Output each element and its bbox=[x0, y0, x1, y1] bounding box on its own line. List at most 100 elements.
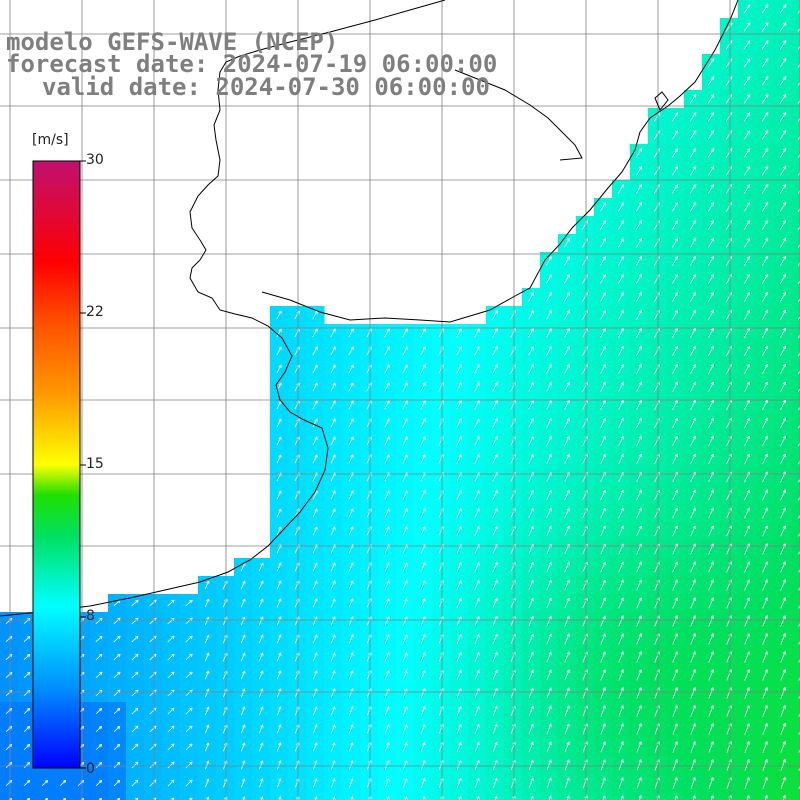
wind-arrow bbox=[420, 562, 426, 572]
wind-arrow bbox=[476, 795, 480, 800]
wind-cell bbox=[792, 234, 800, 253]
wind-arrow bbox=[564, 238, 570, 248]
wind-arrow bbox=[528, 382, 534, 392]
wind-cell bbox=[684, 792, 703, 800]
wind-arrow bbox=[528, 615, 534, 627]
wind-cell bbox=[792, 360, 800, 379]
wind-arrow bbox=[761, 166, 769, 176]
wind-arrow bbox=[636, 292, 642, 302]
wind-cell bbox=[792, 594, 800, 613]
wind-arrow bbox=[672, 435, 678, 447]
wind-arrow bbox=[762, 633, 768, 645]
wind-arrow bbox=[348, 418, 354, 428]
wind-arrow bbox=[620, 795, 624, 800]
wind-arrow bbox=[636, 489, 642, 501]
wind-arrow bbox=[474, 777, 480, 789]
wind-arrow bbox=[708, 669, 714, 681]
wind-arrow bbox=[402, 418, 408, 428]
wind-arrow bbox=[402, 364, 408, 374]
wind-arrow bbox=[23, 779, 31, 786]
wind-arrow bbox=[618, 327, 624, 338]
wind-arrow bbox=[690, 669, 696, 681]
wind-arrow bbox=[474, 759, 480, 771]
wind-arrow bbox=[258, 688, 264, 698]
wind-arrow bbox=[779, 273, 787, 285]
wind-arrow bbox=[636, 597, 642, 609]
wind-arrow bbox=[653, 274, 661, 284]
colorbar bbox=[32, 160, 81, 769]
wind-arrow bbox=[546, 292, 552, 302]
wind-cell bbox=[792, 54, 800, 73]
wind-arrow bbox=[636, 309, 642, 320]
wind-arrow bbox=[276, 490, 282, 500]
wind-arrow bbox=[546, 435, 552, 446]
wind-arrow bbox=[672, 525, 678, 537]
wind-cell bbox=[792, 198, 800, 217]
wind-arrow bbox=[384, 760, 390, 770]
wind-cell bbox=[72, 792, 91, 800]
wind-arrow bbox=[546, 615, 552, 627]
wind-arrow bbox=[689, 220, 697, 230]
wind-arrow bbox=[492, 436, 498, 446]
wind-arrow bbox=[564, 292, 570, 302]
wind-cell bbox=[432, 792, 451, 800]
wind-arrow bbox=[492, 597, 498, 608]
wind-arrow bbox=[348, 526, 354, 536]
wind-arrow bbox=[240, 580, 246, 590]
wind-arrow bbox=[761, 183, 769, 194]
wind-arrow bbox=[744, 453, 750, 465]
wind-arrow bbox=[240, 616, 246, 626]
wind-arrow bbox=[671, 238, 679, 248]
wind-arrow bbox=[636, 274, 642, 284]
wind-arrow bbox=[402, 346, 408, 356]
wind-arrow bbox=[779, 94, 787, 104]
wind-arrow bbox=[761, 291, 769, 303]
wind-arrow bbox=[528, 651, 534, 663]
wind-cell bbox=[0, 792, 19, 800]
wind-arrow bbox=[762, 363, 768, 375]
wind-cell bbox=[792, 162, 800, 181]
wind-arrow bbox=[348, 490, 354, 500]
wind-arrow bbox=[779, 309, 787, 321]
wind-arrow bbox=[761, 112, 769, 122]
wind-arrow bbox=[779, 165, 787, 176]
wind-cell bbox=[792, 630, 800, 649]
wind-arrow bbox=[131, 743, 139, 751]
wind-arrow bbox=[671, 184, 679, 194]
wind-arrow bbox=[618, 489, 624, 501]
wind-arrow bbox=[546, 507, 552, 518]
wind-cell bbox=[720, 792, 739, 800]
wind-arrow bbox=[797, 243, 800, 249]
wind-arrow bbox=[599, 202, 607, 212]
wind-arrow bbox=[708, 651, 714, 663]
wind-arrow bbox=[780, 453, 786, 465]
wind-arrow bbox=[744, 633, 750, 645]
wind-arrow bbox=[672, 741, 678, 753]
wind-arrow bbox=[386, 796, 390, 800]
wind-arrow bbox=[276, 760, 282, 770]
wind-arrow bbox=[743, 273, 751, 284]
wind-arrow bbox=[744, 687, 750, 699]
wind-arrow bbox=[546, 633, 552, 645]
wind-arrow bbox=[384, 580, 390, 590]
wind-arrow bbox=[384, 346, 390, 356]
wind-arrow bbox=[618, 525, 624, 537]
wind-arrow bbox=[474, 382, 480, 392]
wind-arrow bbox=[384, 688, 390, 698]
wind-arrow bbox=[672, 597, 678, 609]
wind-arrow bbox=[761, 58, 769, 68]
wind-arrow bbox=[636, 705, 642, 717]
wind-arrow bbox=[707, 237, 715, 248]
wind-arrow bbox=[780, 525, 786, 537]
wind-arrow bbox=[189, 797, 193, 800]
wind-arrow bbox=[762, 705, 768, 717]
wind-arrow bbox=[761, 345, 769, 357]
wind-arrow bbox=[618, 741, 624, 753]
wind-arrow bbox=[474, 561, 480, 572]
wind-arrow bbox=[528, 418, 534, 428]
wind-arrow bbox=[5, 635, 13, 642]
wind-arrow bbox=[494, 795, 498, 800]
wind-arrow bbox=[330, 706, 336, 716]
wind-arrow bbox=[113, 725, 121, 732]
wind-arrow bbox=[131, 671, 139, 679]
